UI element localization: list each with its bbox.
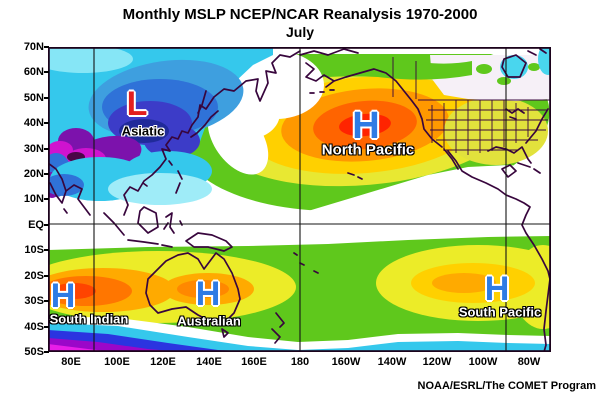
low-symbol: L	[126, 85, 148, 123]
lat-label: 30N	[23, 143, 44, 155]
page-title: Monthly MSLP NCEP/NCAR Reanalysis 1970-2…	[122, 6, 478, 23]
lat-label: 70N	[23, 41, 44, 53]
lat-label: 40S	[24, 321, 44, 333]
lat-tick	[44, 275, 49, 277]
lon-label: 180	[290, 356, 310, 368]
lat-tick	[44, 148, 49, 150]
lat-tick	[44, 46, 49, 48]
high-symbol: H	[195, 275, 221, 313]
lat-label: 50N	[23, 92, 44, 104]
lon-label: 80W	[517, 356, 541, 368]
lon-label: 140W	[377, 356, 407, 368]
lat-tick	[44, 300, 49, 302]
lat-tick	[44, 173, 49, 175]
lat-label: 40N	[23, 117, 44, 129]
attribution: NOAA/ESRL/The COMET Program	[417, 380, 596, 392]
map-frame	[47, 46, 552, 353]
lat-label: 20N	[23, 168, 44, 180]
lat-label: 10S	[24, 244, 44, 256]
lat-tick	[44, 122, 49, 124]
lat-tick	[44, 249, 49, 251]
lat-label: 30S	[24, 295, 44, 307]
pressure-center-label: North Pacific	[321, 141, 415, 159]
lon-label: 100E	[104, 356, 130, 368]
lon-label: 160E	[241, 356, 267, 368]
lat-tick	[44, 97, 49, 99]
pressure-center-label: South Indian	[49, 311, 129, 327]
lat-label: 60N	[23, 66, 44, 78]
asiatic-low-field	[48, 47, 273, 205]
lat-tick	[44, 71, 49, 73]
lat-label: EQ	[28, 219, 44, 231]
state-borders	[392, 57, 551, 155]
grid-lines	[48, 47, 551, 352]
lon-label: 80E	[61, 356, 81, 368]
lat-tick	[44, 224, 49, 226]
southern-highs-field	[48, 236, 551, 352]
lon-label: 140E	[196, 356, 222, 368]
pressure-center-label: Australian	[177, 313, 241, 329]
lon-label: 160W	[331, 356, 361, 368]
lat-tick	[44, 198, 49, 200]
high-symbol: H	[484, 270, 510, 308]
pressure-center-label: Asiatic	[121, 123, 165, 139]
lat-label: 10N	[23, 193, 44, 205]
us-interior-high-field	[444, 97, 548, 165]
lon-label: 100W	[468, 356, 498, 368]
lat-label: 20S	[24, 270, 44, 282]
lon-label: 120W	[422, 356, 452, 368]
coastlines	[48, 48, 551, 352]
lat-tick	[44, 351, 49, 353]
high-symbol: H	[352, 105, 380, 147]
high-symbol: H	[50, 277, 76, 315]
lon-label: 120E	[150, 356, 176, 368]
lat-tick	[44, 326, 49, 328]
pressure-center-label: South Pacific	[458, 304, 542, 320]
southern-ocean-bands	[48, 316, 551, 352]
page-subtitle: July	[285, 24, 314, 40]
lat-label: 50S	[24, 346, 44, 358]
pressure-map-svg	[47, 46, 552, 353]
